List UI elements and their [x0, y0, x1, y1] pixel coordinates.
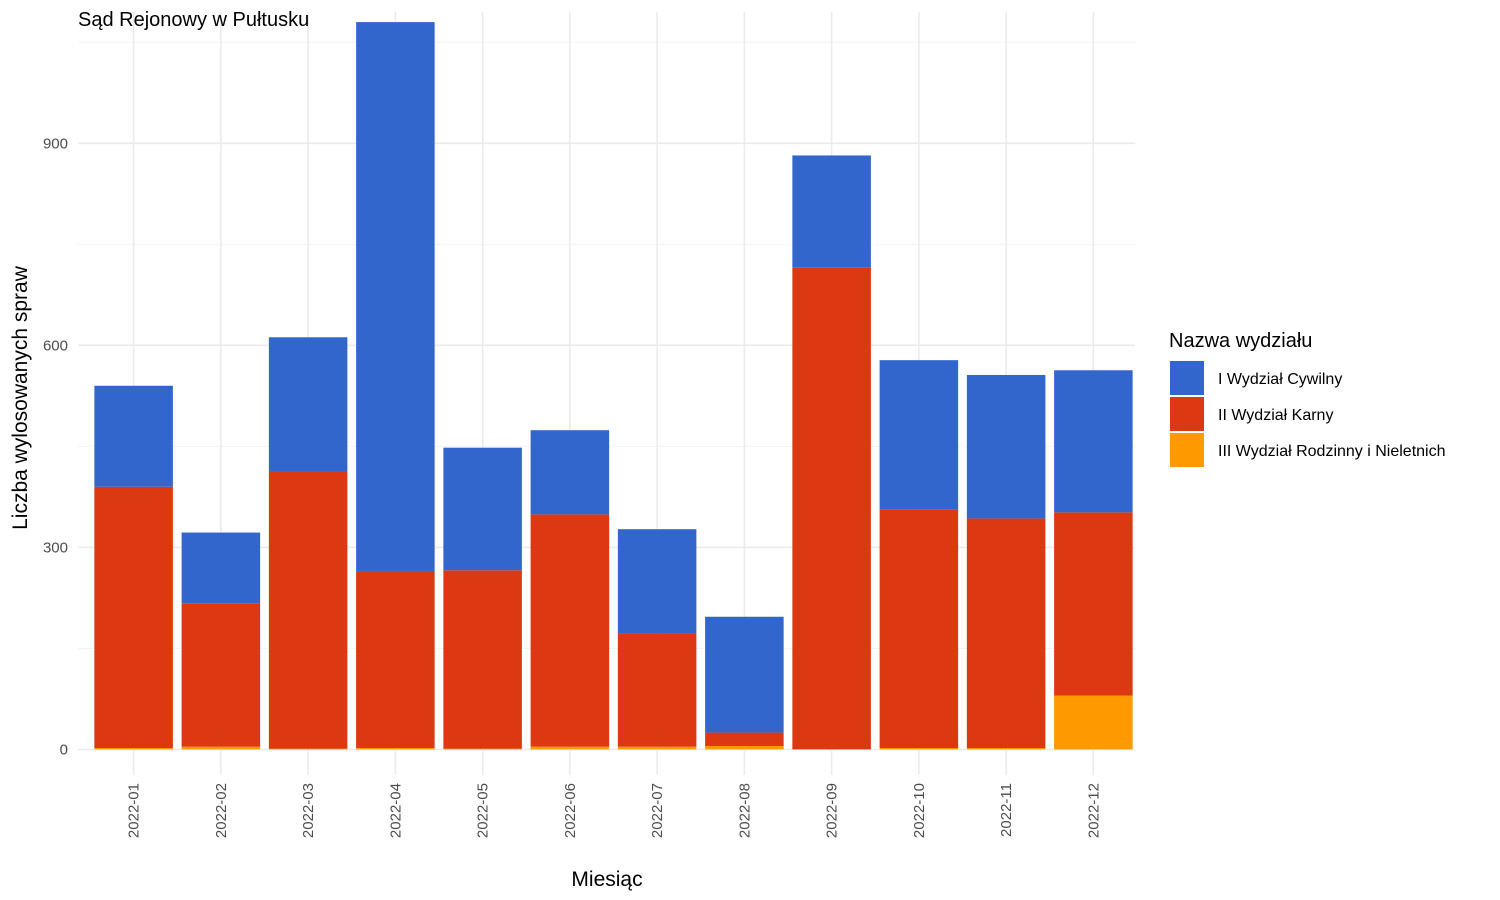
bar-segment — [94, 486, 173, 749]
bar-segment — [94, 385, 173, 487]
y-tick-label: 900 — [43, 135, 68, 152]
bars — [94, 22, 1133, 750]
x-tick-label: 2022-12 — [1085, 783, 1102, 838]
bar-segment — [792, 267, 871, 750]
y-tick-label: 0 — [60, 741, 68, 758]
x-tick-label: 2022-08 — [736, 783, 753, 838]
bar-segment — [705, 746, 784, 750]
bar-segment — [530, 514, 610, 747]
bar-segment — [1054, 695, 1133, 750]
bar-segment — [443, 447, 522, 571]
bar-segment — [966, 518, 1046, 749]
bar-segment — [617, 529, 697, 634]
bar-segment — [879, 360, 959, 510]
x-tick-label: 2022-05 — [475, 783, 492, 838]
bar-segment — [879, 748, 959, 750]
legend-swatch — [1170, 397, 1204, 431]
bar-segment — [966, 374, 1046, 519]
legend: Nazwa wydziału I Wydział Cywilny II Wydzi… — [1169, 330, 1446, 467]
x-axis-title: Miesiąc — [571, 868, 642, 891]
legend-swatch — [1170, 361, 1204, 395]
x-tick-label: 2022-07 — [649, 783, 666, 838]
bar-segment — [530, 746, 610, 750]
bar-segment — [879, 509, 959, 749]
bar-segment — [268, 748, 348, 750]
y-axis-title: Liczba wylosowanych spraw — [9, 265, 32, 530]
bar-segment — [356, 748, 435, 750]
bar-segment — [268, 337, 348, 472]
legend-items: I Wydział Cywilny II Wydział Karny III Wyd… — [1170, 361, 1446, 467]
bar-segment — [966, 748, 1046, 750]
y-axis-ticks: 0 300 600 900 — [43, 135, 68, 758]
bar-segment — [1054, 370, 1133, 513]
x-tick-label: 2022-09 — [824, 783, 841, 838]
legend-label: II Wydział Karny — [1218, 407, 1333, 424]
y-tick-label: 600 — [43, 337, 68, 354]
bar-segment — [356, 570, 435, 749]
bar-segment — [792, 155, 871, 268]
y-tick-label: 300 — [43, 539, 68, 556]
x-tick-label: 2022-01 — [126, 783, 143, 838]
x-tick-label: 2022-04 — [387, 783, 404, 838]
x-tick-label: 2022-03 — [300, 783, 317, 838]
bar-segment — [181, 532, 261, 604]
legend-swatch — [1170, 433, 1204, 467]
bar-segment — [705, 616, 784, 733]
bar-segment — [181, 603, 261, 747]
bar-segment — [617, 633, 697, 747]
bar-segment — [705, 732, 784, 747]
bar-segment — [181, 746, 261, 750]
bar-segment — [1054, 512, 1133, 696]
legend-label: I Wydział Cywilny — [1218, 371, 1342, 388]
chart-title: Sąd Rejonowy w Pułtusku — [78, 9, 309, 31]
x-tick-label: 2022-10 — [911, 783, 928, 838]
bar-segment — [356, 22, 435, 571]
x-tick-label: 2022-02 — [213, 783, 230, 838]
bar-segment — [443, 748, 522, 750]
x-axis-ticks: 2022-01 2022-02 2022-03 2022-04 2022-05 2022-… — [126, 783, 1103, 838]
legend-label: III Wydział Rodzinny i Nieletnich — [1218, 443, 1446, 460]
x-tick-label: 2022-11 — [998, 783, 1015, 837]
bar-segment — [94, 748, 173, 750]
bar-segment — [268, 471, 348, 749]
bar-segment — [443, 570, 522, 749]
bar-segment — [530, 430, 610, 515]
legend-title: Nazwa wydziału — [1169, 330, 1312, 352]
x-tick-label: 2022-06 — [562, 783, 579, 838]
bar-segment — [617, 746, 697, 750]
